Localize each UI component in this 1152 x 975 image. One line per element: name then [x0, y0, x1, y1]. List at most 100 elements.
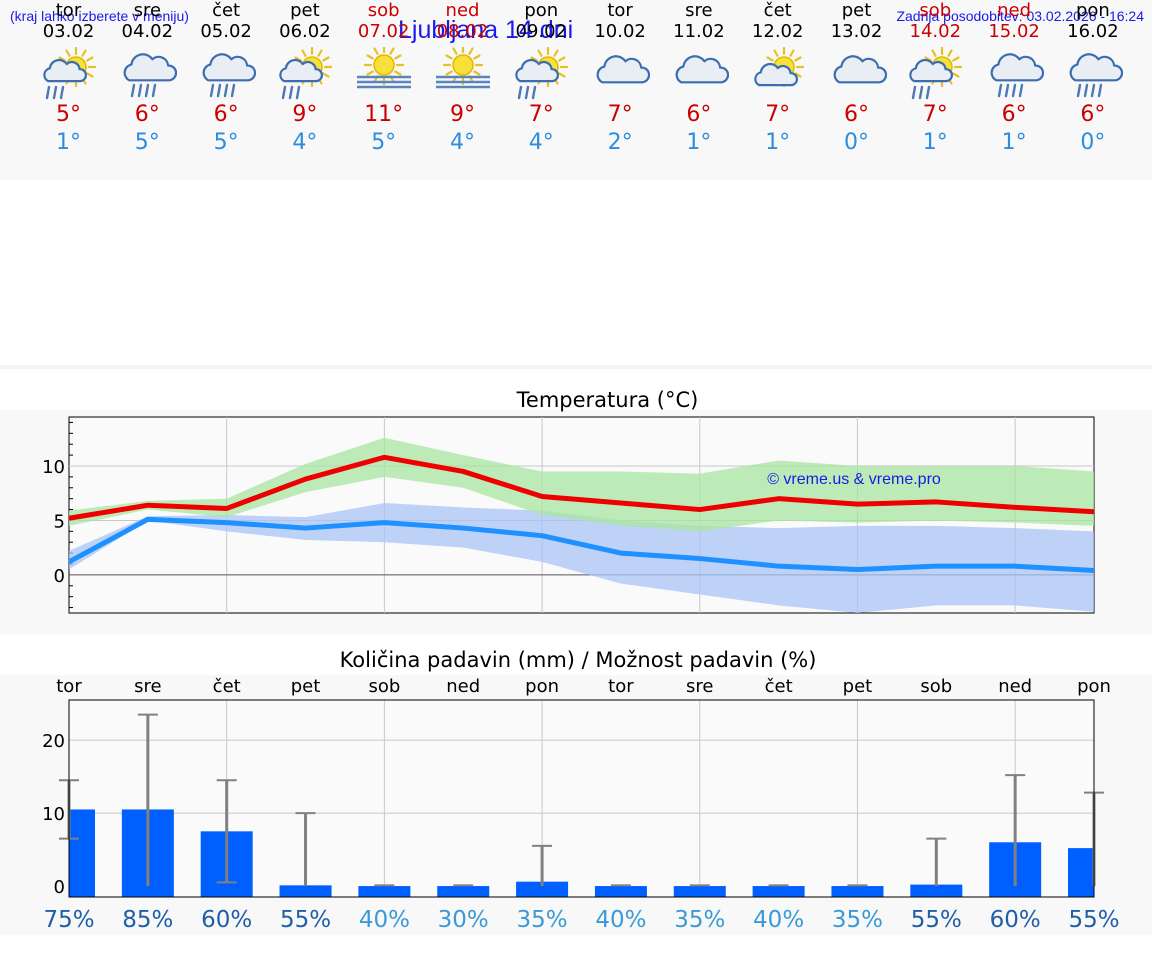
precipitation-bar	[1068, 848, 1094, 897]
cloud-rain-icon	[202, 53, 257, 98]
location-hint: (kraj lahko izberete v meniju)	[10, 8, 189, 24]
day-date: 14.02	[909, 21, 962, 42]
y-tick-label: 5	[54, 511, 65, 532]
day-name: pet	[841, 0, 872, 21]
precipitation-chart-title: Količina padavin (mm) / Možnost padavin …	[340, 648, 817, 672]
day-column: pet 13.02 6° 0°	[817, 0, 896, 157]
partly-sunny-rain-icon	[909, 47, 963, 100]
cloud-rain-icon	[123, 53, 178, 98]
day-column: čet 05.02 6° 5°	[187, 0, 266, 157]
partly-sunny-rain-icon	[279, 47, 332, 100]
cloudy-icon	[675, 55, 729, 84]
precipitation-bar	[437, 886, 490, 897]
x-tick-label: čet	[213, 676, 241, 697]
cloudy-icon	[833, 55, 887, 84]
temperature-chart: 0 5 10 Temperatura (°C) © vreme.us & vreme.p…	[42, 388, 1095, 614]
max-temperature: 6°	[686, 102, 712, 127]
max-temperature: 7°	[765, 102, 791, 127]
x-tick-label: pet	[291, 676, 321, 697]
day-column: sob 07.02 11° 5°	[344, 0, 423, 157]
min-temperature: 0°	[1080, 130, 1106, 155]
day-date: 16.02	[1067, 21, 1119, 42]
max-temperature: 5°	[56, 102, 81, 127]
day-date: 10.02	[594, 21, 646, 42]
y-tick-label: 10	[42, 804, 65, 825]
day-column: pon 09.02 7° 4°	[502, 0, 581, 157]
day-column: sre 11.02 6° 1°	[659, 0, 738, 157]
x-tick-label: čet	[765, 676, 793, 697]
min-temperature: 5°	[213, 130, 239, 155]
day-date: 13.02	[830, 21, 883, 42]
day-name: ned	[445, 0, 480, 21]
x-tick-label: sre	[134, 676, 161, 697]
x-tick-label: sob	[920, 676, 952, 697]
x-tick-label: tor	[56, 676, 82, 697]
y-tick-label: 0	[54, 877, 65, 898]
day-date: 15.02	[988, 21, 1040, 42]
charts: 0 5 10 Temperatura (°C) © vreme.us & vreme.p…	[0, 365, 1152, 935]
day-column: pet 06.02 9° 4°	[265, 0, 344, 157]
x-tick-label: tor	[608, 676, 634, 697]
min-temperature: 5°	[134, 130, 160, 155]
precipitation-probability: 40%	[595, 907, 646, 933]
day-name: sob	[367, 0, 400, 21]
cloudy-icon	[596, 55, 651, 84]
precipitation-bar	[673, 886, 726, 897]
day-column: ned 15.02 6° 1°	[975, 0, 1054, 157]
min-temperature: 4°	[292, 130, 318, 155]
day-column: tor 10.02 7° 2°	[581, 0, 660, 157]
precipitation-range-whisker	[926, 837, 947, 887]
day-date: 09.02	[515, 21, 568, 42]
max-temperature: 6°	[134, 102, 160, 127]
min-temperature: 4°	[450, 130, 475, 155]
day-column: sre 04.02 6° 5°	[108, 0, 187, 157]
precipitation-probability: 55%	[280, 907, 331, 933]
max-temperature: 6°	[213, 102, 239, 127]
day-date: 12.02	[751, 21, 804, 42]
precipitation-range-whisker	[216, 779, 237, 884]
day-column: sob 14.02 7° 1°	[896, 0, 975, 157]
watermark: © vreme.us & vreme.pro	[767, 471, 941, 488]
precipitation-bar	[910, 884, 963, 897]
x-tick-label: ned	[998, 676, 1032, 697]
precipitation-probability: 30%	[438, 907, 489, 933]
precipitation-bar	[831, 886, 884, 897]
min-temperature: 1°	[1001, 130, 1027, 155]
daily-forecast-strip: tor 03.02 5° 1° sre 04.02 6° 5° čet 05.0…	[0, 0, 1152, 180]
day-name: sre	[133, 0, 162, 21]
min-temperature-line	[67, 516, 1095, 574]
sun-fog-icon	[435, 47, 490, 89]
x-tick-label: sre	[686, 676, 713, 697]
precipitation-range-whisker	[374, 884, 395, 887]
precipitation-range-whisker	[1005, 774, 1026, 887]
min-temperature: 5°	[371, 130, 397, 155]
max-temperature-range	[69, 437, 1094, 532]
page-title: Ljubljana 14 dni	[398, 16, 574, 44]
precipitation-range-whisker	[295, 812, 316, 887]
min-temperature: 1°	[686, 130, 712, 155]
y-tick-label: 10	[42, 457, 65, 478]
max-temperature: 9°	[450, 102, 475, 127]
day-column: ned 08.02 9° 4°	[423, 0, 502, 157]
day-date: 08.02	[436, 21, 489, 42]
day-name: sob	[919, 0, 952, 21]
precipitation-bar	[358, 886, 411, 897]
day-name: pon	[524, 0, 559, 21]
precipitation-probability: 55%	[911, 907, 962, 933]
precipitation-range-whisker	[768, 884, 789, 887]
max-temperature: 6°	[844, 102, 869, 127]
day-column: tor 03.02 5° 1°	[29, 0, 108, 157]
x-tick-label: ned	[446, 676, 480, 697]
day-date: 07.02	[357, 21, 410, 42]
max-temperature: 6°	[1001, 102, 1027, 127]
min-temperature-range	[69, 503, 1094, 613]
min-temperature: 1°	[56, 130, 81, 155]
precipitation-probability: 75%	[43, 907, 94, 933]
x-tick-label: pon	[525, 676, 559, 697]
cloud-rain-icon	[1069, 53, 1123, 98]
day-name: čet	[763, 0, 792, 21]
precipitation-range-whisker	[453, 884, 474, 887]
partly-sunny-rain-icon	[515, 47, 569, 100]
day-name: ned	[997, 0, 1032, 21]
precipitation-probability: 35%	[832, 907, 883, 933]
